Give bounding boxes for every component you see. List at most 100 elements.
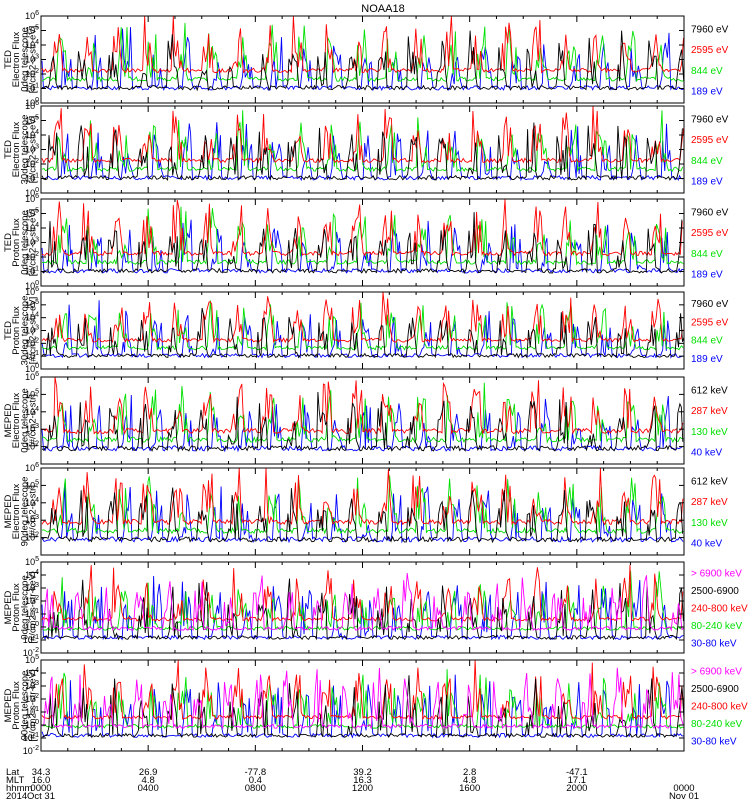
series-line xyxy=(41,575,684,641)
y-tick-label: 102 xyxy=(25,68,39,79)
y-tick-label: 102 xyxy=(25,532,39,543)
x-tick-label: 26.9 xyxy=(139,767,158,778)
x-tick-label: 1600 xyxy=(459,783,480,794)
legend-entry: 2595 eV xyxy=(691,228,729,239)
y-tick-label: 105 xyxy=(25,388,39,399)
legend-entry: 189 eV xyxy=(691,270,723,281)
y-tick-label: 105 xyxy=(25,479,39,490)
panel-8: 10-2 10-1 100 101 102 103 104 105 MEPEDProton Fl… xyxy=(3,654,748,756)
y-tick-label: 106 xyxy=(25,462,39,473)
legend-entry: 2595 eV xyxy=(691,317,729,328)
legend-entry: 844 eV xyxy=(691,156,723,167)
y-tick-label: 100 xyxy=(25,363,39,374)
y-tick-label: 104 xyxy=(25,39,39,50)
y-tick-label: 101 xyxy=(25,350,39,361)
legend-entry: 189 eV xyxy=(691,177,723,188)
series-line xyxy=(41,394,683,453)
y-tick-label: 103 xyxy=(25,54,39,65)
y-tick-label: 101 xyxy=(25,608,39,619)
y-tick-label: 102 xyxy=(25,158,39,169)
y-tick-label: 10-1 xyxy=(23,634,39,645)
legend-entry: > 6900 keV xyxy=(691,666,742,677)
y-tick-label: 106 xyxy=(25,10,39,21)
x-tick-label: 16.0 xyxy=(32,775,51,786)
x-tick-label: -77.8 xyxy=(245,767,267,778)
series-line xyxy=(41,291,683,344)
y-tick-label: 102 xyxy=(25,441,39,452)
x-tick-label: 0000 xyxy=(673,783,694,794)
series-line xyxy=(41,106,685,164)
x-tick-label: 0400 xyxy=(138,783,159,794)
series-line xyxy=(41,483,684,544)
legend-entry: 844 eV xyxy=(691,66,723,77)
x-tick-label: 0.4 xyxy=(249,775,262,786)
y-tick-label: 102 xyxy=(25,693,39,704)
x-tick-label: 2000 xyxy=(566,783,587,794)
legend-entry: 2500-6900 xyxy=(691,684,739,695)
y-tick-label: 106 xyxy=(25,100,39,111)
panel-6: 102 103 104 105 106 MEPEDElectron Flux90deg t… xyxy=(3,462,728,556)
y-tick-label: 10-2 xyxy=(23,745,39,756)
series-line xyxy=(41,212,683,275)
y-axis-label: TEDElectron Flux0deg telescope[#/cm2-s-s… xyxy=(3,26,39,94)
y-tick-label: 103 xyxy=(25,423,39,434)
x-tick-label: 4.8 xyxy=(142,775,155,786)
x-tick-label: 4.8 xyxy=(463,775,476,786)
y-tick-label: 106 xyxy=(25,193,39,204)
panel-1: 100 101 102 103 104 105 106 TEDElectron Flux0de… xyxy=(3,10,729,108)
y-tick-label: 100 xyxy=(25,97,39,108)
x-row-label: 2014 xyxy=(6,791,27,800)
y-tick-label: 101 xyxy=(25,173,39,184)
panel-2: 100 101 102 103 104 105 106 TEDElectron Flux30d… xyxy=(3,100,729,198)
y-tick-label: 100 xyxy=(25,621,39,632)
y-tick-label: 106 xyxy=(25,286,39,297)
panel-frame xyxy=(40,15,685,104)
x-tick-label: -47.1 xyxy=(566,767,588,778)
y-axis-label: MEPEDElectron Flux90deg telescope[#/cm2-… xyxy=(3,477,39,547)
plot-title: NOAA18 xyxy=(361,3,404,15)
x-tick-label: Oct 31 xyxy=(27,791,55,800)
y-tick-label: 100 xyxy=(25,719,39,730)
y-tick-label: 103 xyxy=(25,582,39,593)
y-tick-label: 105 xyxy=(25,25,39,36)
series-line xyxy=(41,300,684,359)
series-line xyxy=(41,30,685,92)
x-tick-label: 16.3 xyxy=(353,775,372,786)
y-tick-label: 101 xyxy=(25,83,39,94)
x-tick-label: 34.3 xyxy=(32,767,51,778)
y-tick-label: 104 xyxy=(25,312,39,323)
y-tick-label: 104 xyxy=(25,569,39,580)
series-line xyxy=(41,675,685,739)
y-axis-label: TEDProton Flux30deg telescope[#/cm2-s-st… xyxy=(3,296,39,366)
y-tick-label: 105 xyxy=(25,556,39,567)
y-tick-label: 104 xyxy=(25,667,39,678)
y-tick-label: 103 xyxy=(25,144,39,155)
series-line xyxy=(41,578,684,641)
legend-entry: 40 keV xyxy=(691,539,722,550)
panels: 100 101 102 103 104 105 106 TEDElectron Flux0de… xyxy=(3,10,748,756)
x-tick-label: 0000 xyxy=(30,783,51,794)
legend-entry: 30-80 keV xyxy=(691,638,737,649)
series-line xyxy=(42,382,684,444)
legend-entry: 189 eV xyxy=(691,354,723,365)
y-tick-label: 105 xyxy=(25,208,39,219)
panel-3: 100 101 102 103 104 105 106 TEDProton Flux0deg … xyxy=(3,193,729,291)
legend-entry: 2595 eV xyxy=(691,45,729,56)
legend-entry: 2500-6900 xyxy=(691,586,739,597)
y-tick-label: 102 xyxy=(25,337,39,348)
legend-entry: 7960 eV xyxy=(691,24,729,35)
legend-entry: 844 eV xyxy=(691,336,723,347)
legend-entry: 40 keV xyxy=(691,448,722,459)
legend-entry: 189 eV xyxy=(691,87,723,98)
x-tick-label: 17.1 xyxy=(568,775,587,786)
legend-entry: 80-240 keV xyxy=(691,719,742,730)
y-tick-label: 10-1 xyxy=(23,732,39,743)
y-tick-label: 103 xyxy=(25,514,39,525)
x-tick-label: 2.8 xyxy=(463,767,476,778)
x-row-label: MLT xyxy=(6,775,24,786)
y-tick-label: 101 xyxy=(25,266,39,277)
y-tick-label: 103 xyxy=(25,237,39,248)
x-row-label: hhmm xyxy=(6,783,32,794)
